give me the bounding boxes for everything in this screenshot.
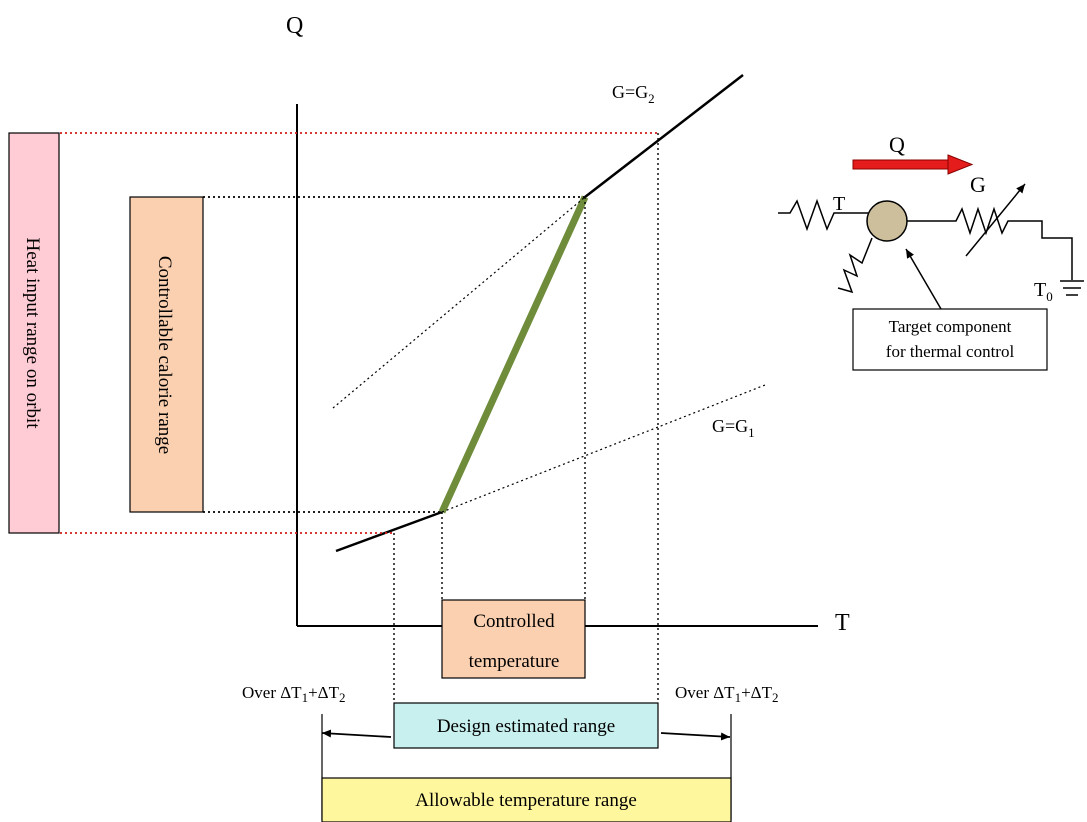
conductance-g-label: G [970, 172, 986, 197]
left-margin-arrow [321, 729, 392, 738]
controlled-temperature-line2: temperature [469, 651, 560, 672]
heat-input-range-label: Heat input range on orbit [22, 237, 43, 429]
g2-label: G=G2 [612, 82, 655, 106]
temperature-t-label: T [833, 193, 845, 215]
variable-resistor-arrow [965, 183, 1026, 257]
callout-arrow [905, 248, 942, 310]
heat-input-range-box [8, 132, 60, 534]
left-resistor [778, 198, 868, 232]
ground-temperature-label: T0 [1034, 279, 1053, 304]
calorie-range-box [129, 196, 204, 513]
g2-extension-line [332, 196, 586, 409]
design-range-label: Design estimated range [437, 716, 615, 737]
right-margin-arrow [660, 732, 731, 741]
curve-lower-segment [335, 510, 443, 553]
heat-flow-q-label: Q [889, 132, 905, 157]
controlled-slope-line [438, 195, 589, 514]
curve-upper-segment [584, 74, 744, 198]
variable-resistor [907, 206, 1073, 280]
target-component-node [866, 200, 908, 242]
t-axis-label: T [835, 610, 850, 636]
design-range-box [393, 702, 659, 749]
lower-resistor [837, 237, 873, 294]
right-margin-label: Over ΔT1+ΔT2 [675, 683, 778, 705]
calorie-range-label: Controllable calorie range [154, 256, 175, 454]
q-axis-label: Q [286, 13, 303, 39]
target-callout-line1: Target component [889, 317, 1012, 336]
target-callout-line2: for thermal control [886, 342, 1015, 361]
thermal-network-inset: Q G T T0 Target component for thermal co… [778, 132, 1084, 371]
controlled-temperature-box [441, 599, 586, 679]
heat-flow-arrow-shaft [852, 159, 952, 170]
allowable-range-label: Allowable temperature range [415, 790, 637, 811]
heat-flow-arrow-head [947, 154, 974, 175]
g1-label: G=G1 [712, 416, 755, 440]
controlled-temperature-line1: Controlled [473, 611, 555, 632]
left-margin-label: Over ΔT1+ΔT2 [242, 683, 345, 705]
target-component-callout-box [852, 308, 1048, 371]
allowable-range-box [321, 777, 732, 822]
